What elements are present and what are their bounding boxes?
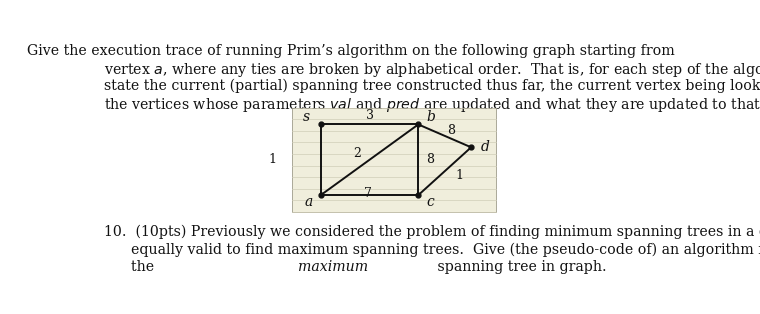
Text: 2: 2 — [353, 147, 361, 160]
Text: maximum: maximum — [297, 260, 368, 274]
Text: spanning tree in graph.: spanning tree in graph. — [433, 260, 606, 274]
Text: d: d — [481, 140, 489, 154]
Text: 1: 1 — [455, 169, 463, 182]
Text: the: the — [104, 260, 158, 274]
Text: s: s — [303, 110, 310, 124]
Text: state the current (partial) spanning tree constructed thus far, the current vert: state the current (partial) spanning tre… — [104, 78, 760, 93]
Text: 3: 3 — [366, 109, 373, 122]
Text: a: a — [305, 195, 312, 209]
Text: Give the execution trace of running Prim’s algorithm on the following graph star: Give the execution trace of running Prim… — [27, 44, 675, 58]
Text: equally valid to find maximum spanning trees.  Give (the pseudo-code of) an algo: equally valid to find maximum spanning t… — [104, 242, 760, 257]
Bar — [293, 108, 496, 212]
Text: 7: 7 — [363, 187, 372, 200]
Text: 8: 8 — [426, 153, 435, 166]
Text: 1: 1 — [268, 153, 276, 166]
Text: 10.  (10pts) Previously we considered the problem of finding minimum spanning tr: 10. (10pts) Previously we considered the… — [104, 225, 760, 240]
Text: c: c — [426, 195, 435, 209]
Text: vertex $a$, where any ties are broken by alphabetical order.  That is, for each : vertex $a$, where any ties are broken by… — [104, 61, 760, 79]
Text: 8: 8 — [447, 124, 454, 137]
Text: b: b — [426, 110, 435, 124]
Text: the vertices whose parameters $val$ and $pred$ are updated and what they are upd: the vertices whose parameters $val$ and … — [104, 96, 760, 114]
